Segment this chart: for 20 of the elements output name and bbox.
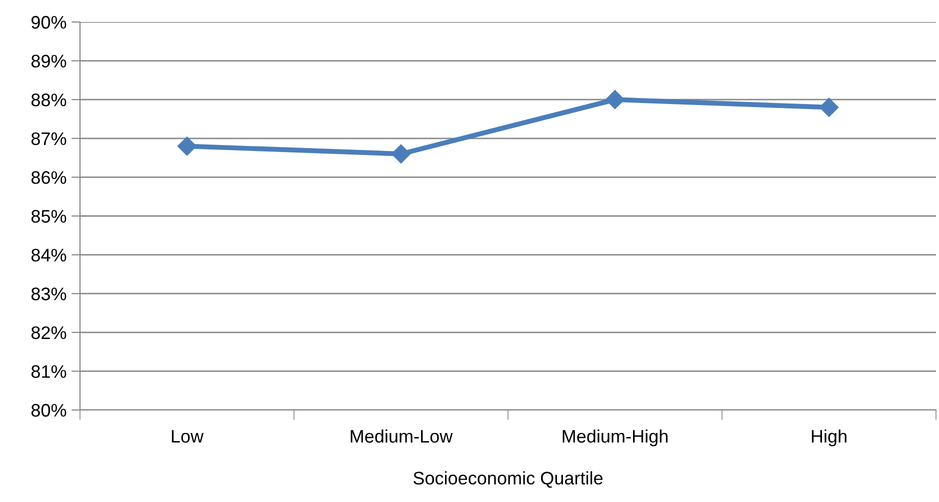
x-axis-title: Socioeconomic Quartile [413,471,603,488]
x-tick-label: Medium-Low [350,429,453,443]
y-tick-label: 86% [31,171,66,184]
y-tick-label: 85% [31,210,66,223]
point [819,98,839,117]
x-tick-label: Medium-High [562,429,668,446]
y-tick-label: 80% [31,404,66,417]
y-tick-label: 90% [32,16,66,29]
x-tick-label: High [812,429,846,446]
y-tick-label: 89% [31,54,66,68]
y-tick-label: 84% [31,248,66,262]
y-tick-label: 88% [31,94,66,106]
y-tick-label: 83% [31,288,66,300]
point [391,144,411,164]
point [605,90,625,110]
point [177,136,197,156]
y-tick-label: 87% [31,132,66,146]
y-tick-label: 82% [31,326,66,340]
x-tick-label: Low [172,430,204,443]
y-tick-label: 81% [31,365,66,378]
